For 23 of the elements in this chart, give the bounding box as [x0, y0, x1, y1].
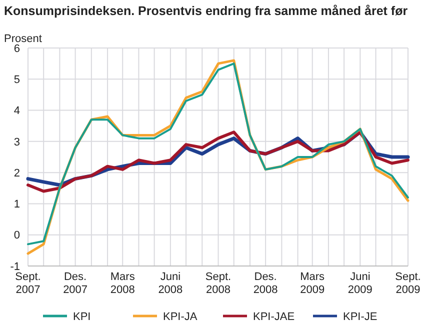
y-tick-label: 6 — [14, 42, 20, 55]
x-tick-label: Sept. 2009 — [395, 271, 421, 296]
legend-label: KPI-JE — [343, 310, 378, 323]
y-tick-label: 1 — [14, 198, 20, 211]
legend-label: KPI-JAE — [253, 310, 295, 323]
y-tick-label: 4 — [14, 105, 20, 118]
x-tick-label: Sept. 2007 — [15, 271, 41, 296]
y-axis-title: Prosent — [4, 33, 42, 45]
y-tick-label: 5 — [14, 74, 20, 86]
x-tick-label: Juni 2008 — [158, 271, 183, 296]
y-tick-label: 0 — [14, 230, 20, 242]
x-tick-label: Des. 2007 — [63, 271, 88, 296]
legend-label: KPI-JA — [163, 310, 198, 323]
x-tick-label: Des. 2008 — [253, 271, 278, 296]
x-tick-label: Mars 2008 — [110, 271, 136, 296]
y-tick-label: -1 — [10, 260, 20, 273]
x-tick-label: Juni 2009 — [348, 271, 372, 296]
y-tick-label: 2 — [14, 167, 20, 180]
y-tick-label: 3 — [14, 136, 20, 148]
chart-title: Konsumprisindeksen. Prosentvis endring fra samme måned året før — [4, 4, 408, 18]
legend-label: KPI — [73, 310, 91, 323]
x-tick-label: Mars 2009 — [300, 271, 326, 296]
x-tick-label: Sept. 2008 — [205, 271, 232, 296]
